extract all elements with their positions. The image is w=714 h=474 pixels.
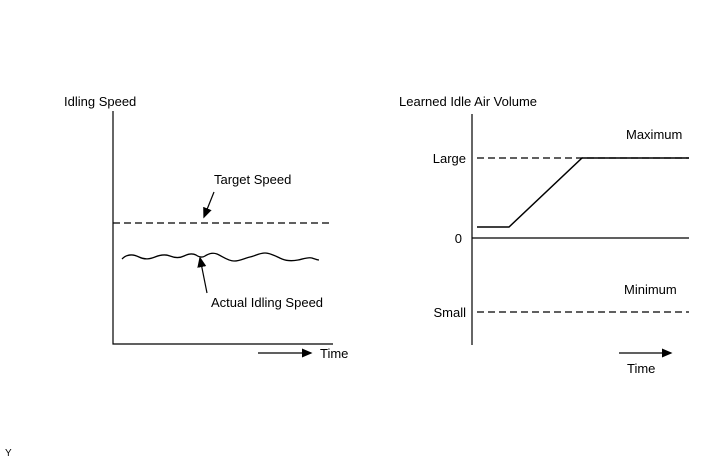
- small-tick-label: Small: [433, 305, 466, 320]
- left-chart-axes: [112, 111, 333, 345]
- left-time-axis-label: Time: [320, 346, 349, 361]
- actual-idling-speed-label: Actual Idling Speed: [211, 295, 324, 310]
- right-chart-title: Learned Idle Air Volume: [399, 94, 538, 109]
- corner-artifact-label: Y: [5, 448, 12, 459]
- actual-idling-speed-curve: [121, 252, 320, 262]
- target-speed-label: Target Speed: [214, 172, 292, 187]
- learned-idle-air-volume-curve: [477, 157, 689, 228]
- left-chart-title: Idling Speed: [64, 94, 137, 109]
- large-tick-label: Large: [432, 151, 466, 166]
- zero-tick-label: 0: [454, 231, 462, 246]
- maximum-label: Maximum: [626, 127, 683, 142]
- right-time-axis-label: Time: [627, 361, 656, 376]
- actual-speed-pointer-arrow: [197, 256, 208, 294]
- target-speed-pointer-arrow: [203, 191, 215, 219]
- minimum-label: Minimum: [624, 282, 677, 297]
